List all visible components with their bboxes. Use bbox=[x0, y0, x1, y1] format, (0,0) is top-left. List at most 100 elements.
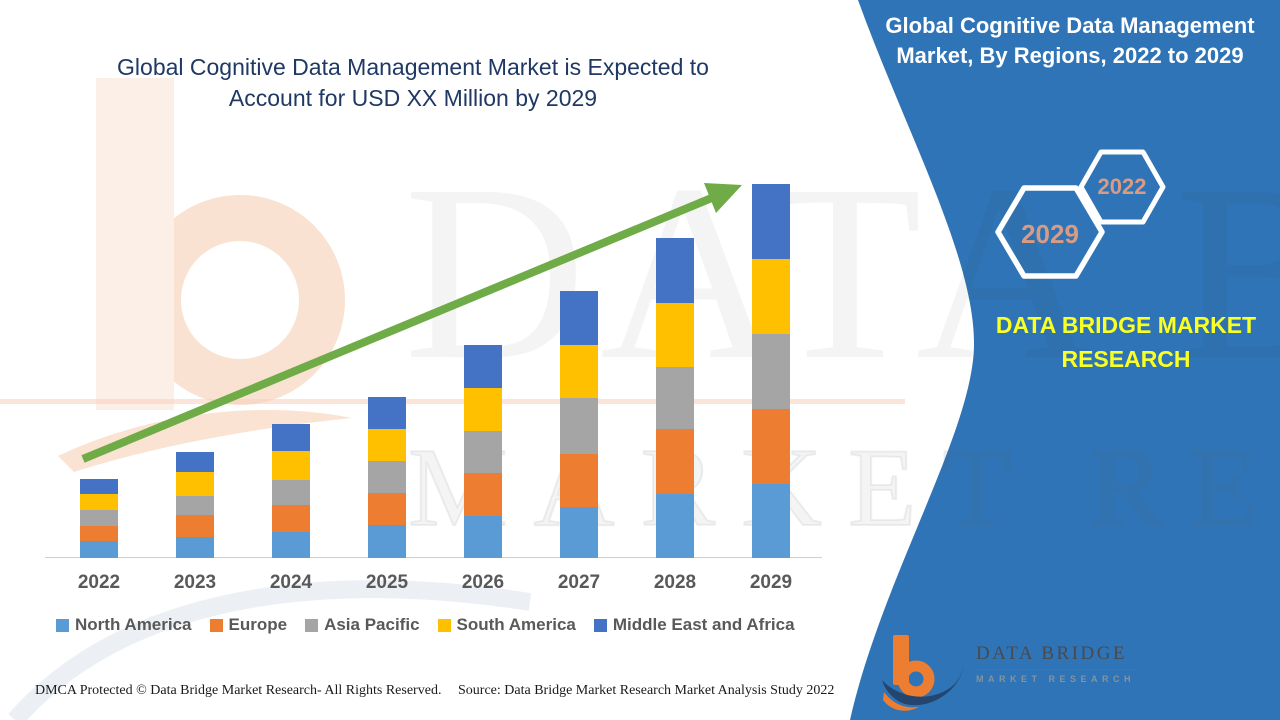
watermark-gray-swoosh bbox=[8, 580, 532, 720]
bar-segment-europe bbox=[80, 526, 118, 541]
bar-segment-middle-east-and-africa bbox=[656, 238, 694, 303]
bar-segment-north-america bbox=[368, 525, 406, 558]
stacked-bar-2028 bbox=[656, 238, 694, 558]
legend-item-europe: Europe bbox=[209, 615, 288, 635]
legend-item-asia-pacific: Asia Pacific bbox=[305, 615, 420, 635]
x-axis-label-2028: 2028 bbox=[653, 572, 697, 593]
legend-item-middle-east-and-africa: Middle East and Africa bbox=[593, 615, 795, 635]
blue-panel-shape bbox=[850, 0, 1280, 720]
page-title-line1: Global Cognitive Data Management Market … bbox=[117, 54, 709, 80]
bar-segment-middle-east-and-africa bbox=[560, 291, 598, 345]
brand-name-line2: RESEARCH bbox=[1061, 346, 1191, 372]
bar-segment-south-america bbox=[560, 345, 598, 398]
banner-title-line1: Global Cognitive Data Management bbox=[885, 13, 1255, 38]
bar-segment-asia-pacific bbox=[656, 367, 694, 429]
legend-swatch-icon bbox=[437, 618, 451, 632]
legend-label: North America bbox=[75, 615, 192, 634]
stacked-bar-2022 bbox=[80, 479, 118, 558]
stacked-bar-2023 bbox=[176, 452, 214, 558]
page-title: Global Cognitive Data Management Market … bbox=[83, 52, 743, 114]
bar-segment-south-america bbox=[272, 451, 310, 480]
bar-segment-asia-pacific bbox=[368, 461, 406, 493]
bar-segment-europe bbox=[272, 505, 310, 532]
hexagon-2029-badge bbox=[995, 185, 1105, 279]
watermark-text-row1: DATA BRIDGE bbox=[404, 132, 1280, 412]
bar-segment-asia-pacific bbox=[464, 431, 502, 473]
bar-segment-north-america bbox=[176, 537, 214, 558]
bar-segment-south-america bbox=[656, 303, 694, 367]
watermark-text-row2: MARKET RESEARCH bbox=[407, 426, 1280, 550]
x-axis-line bbox=[45, 557, 822, 558]
bar-segment-north-america bbox=[464, 516, 502, 558]
bar-segment-north-america bbox=[560, 507, 598, 558]
page-title-line2: Account for USD XX Million by 2029 bbox=[228, 85, 598, 111]
watermark-peach-band bbox=[0, 399, 905, 404]
watermark-b-stem bbox=[96, 78, 174, 410]
dbmr-logo-text: DATA BRIDGE MARKET RESEARCH bbox=[976, 643, 1136, 684]
dbmr-logo: DATA BRIDGE MARKET RESEARCH bbox=[880, 630, 1136, 714]
brand-name-text: DATA BRIDGE MARKET RESEARCH bbox=[995, 308, 1257, 376]
bar-segment-north-america bbox=[80, 541, 118, 558]
hexagon-2022-badge bbox=[1078, 149, 1166, 225]
stacked-bar-2026 bbox=[464, 345, 502, 558]
x-axis-label-2027: 2027 bbox=[557, 572, 601, 593]
dbmr-logo-name: DATA BRIDGE bbox=[976, 643, 1136, 670]
x-axis-label-2022: 2022 bbox=[77, 572, 121, 593]
bar-segment-asia-pacific bbox=[80, 510, 118, 526]
bar-segment-middle-east-and-africa bbox=[80, 479, 118, 494]
stacked-bar-2025 bbox=[368, 397, 406, 558]
bar-segment-europe bbox=[752, 409, 790, 484]
x-axis-label-2026: 2026 bbox=[461, 572, 505, 593]
x-axis-label-2024: 2024 bbox=[269, 572, 313, 593]
bar-segment-middle-east-and-africa bbox=[176, 452, 214, 472]
bar-segment-north-america bbox=[656, 494, 694, 558]
stacked-bar-2029 bbox=[752, 184, 790, 558]
bar-segment-middle-east-and-africa bbox=[368, 397, 406, 429]
legend-label: South America bbox=[456, 615, 576, 634]
bar-segment-middle-east-and-africa bbox=[752, 184, 790, 259]
bar-segment-europe bbox=[368, 493, 406, 525]
growth-trend-arrow-shaft bbox=[81, 193, 716, 463]
bar-segment-south-america bbox=[176, 472, 214, 496]
bar-segment-europe bbox=[656, 429, 694, 494]
growth-trend-arrow-head bbox=[704, 183, 742, 213]
dbmr-logo-mark-icon bbox=[882, 635, 964, 711]
legend-swatch-icon bbox=[305, 618, 319, 632]
legend-item-south-america: South America bbox=[437, 615, 576, 635]
legend-swatch-icon bbox=[56, 618, 69, 632]
legend-label: Europe bbox=[228, 615, 288, 634]
bar-segment-asia-pacific bbox=[752, 334, 790, 409]
legend-label: Asia Pacific bbox=[324, 615, 420, 634]
x-axis-label-2029: 2029 bbox=[749, 572, 793, 593]
hexagon-2022-label: 2022 bbox=[1097, 174, 1147, 199]
stacked-bar-2024 bbox=[272, 424, 310, 558]
banner-title-line2: Market, By Regions, 2022 to 2029 bbox=[896, 43, 1244, 68]
bar-segment-middle-east-and-africa bbox=[272, 424, 310, 451]
banner-title: Global Cognitive Data Management Market,… bbox=[869, 11, 1271, 71]
x-axis-label-2025: 2025 bbox=[365, 572, 409, 593]
bar-segment-middle-east-and-africa bbox=[464, 345, 502, 388]
bar-segment-south-america bbox=[464, 388, 502, 431]
bar-segment-asia-pacific bbox=[176, 496, 214, 515]
legend-swatch-icon bbox=[593, 618, 607, 632]
bar-segment-europe bbox=[176, 515, 214, 537]
bar-segment-south-america bbox=[752, 259, 790, 334]
bar-segment-asia-pacific bbox=[560, 398, 598, 454]
legend-item-north-america: North America bbox=[56, 615, 192, 635]
dmca-notice: DMCA Protected © Data Bridge Market Rese… bbox=[35, 683, 442, 698]
hexagon-2029-label: 2029 bbox=[1021, 219, 1079, 249]
chart-legend: North America Europe Asia Pacific South Ame… bbox=[56, 615, 795, 635]
legend-label: Middle East and Africa bbox=[612, 615, 795, 634]
bar-segment-north-america bbox=[272, 532, 310, 558]
bar-segment-south-america bbox=[80, 494, 118, 510]
bar-segment-europe bbox=[464, 473, 502, 516]
legend-swatch-icon bbox=[209, 618, 223, 632]
bar-segment-north-america bbox=[752, 484, 790, 558]
x-axis-label-2023: 2023 bbox=[173, 572, 217, 593]
source-note: Source: Data Bridge Market Research Mark… bbox=[458, 683, 835, 698]
brand-name-line1: DATA BRIDGE MARKET bbox=[995, 312, 1257, 338]
dbmr-logo-tagline: MARKET RESEARCH bbox=[976, 674, 1136, 684]
